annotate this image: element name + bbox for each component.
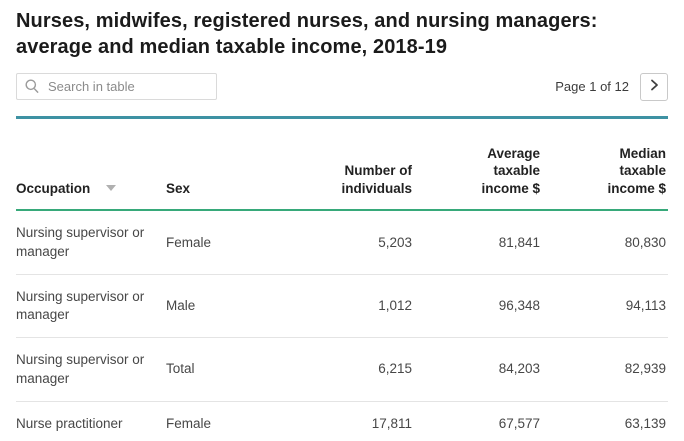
column-header-occupation[interactable]: Occupation (16, 117, 166, 212)
sort-descending-icon (106, 185, 117, 192)
cell-sex: Female (166, 401, 282, 441)
table-row: Nurse practitioner Female 17,811 67,577 … (16, 401, 668, 441)
table-row: Nursing supervisor or manager Total 6,21… (16, 337, 668, 402)
table-body: Nursing supervisor or manager Female 5,2… (16, 210, 668, 441)
cell-median-income: 94,113 (540, 274, 668, 339)
table-header-row: Occupation Sex Number of individuals Ave… (16, 117, 668, 212)
cell-average-income: 84,203 (412, 337, 540, 402)
cell-individuals: 1,012 (282, 274, 412, 339)
cell-sex: Total (166, 337, 282, 402)
column-header-sex-label: Sex (166, 180, 191, 196)
cell-median-income: 82,939 (540, 337, 668, 402)
cell-occupation: Nurse practitioner (16, 401, 166, 441)
table-row: Nursing supervisor or manager Male 1,012… (16, 274, 668, 339)
page-indicator: Page 1 of 12 (555, 79, 629, 95)
table-toolbar: Page 1 of 12 (16, 72, 668, 101)
cell-sex: Male (166, 274, 282, 339)
cell-individuals: 5,203 (282, 210, 412, 275)
column-header-average-income-label: Average taxable income $ (481, 145, 540, 196)
cell-average-income: 81,841 (412, 210, 540, 275)
search-box (16, 73, 217, 101)
cell-average-income: 67,577 (412, 401, 540, 441)
next-page-button[interactable] (640, 72, 668, 101)
chevron-right-icon (648, 79, 660, 94)
table-row: Nursing supervisor or manager Female 5,2… (16, 210, 668, 275)
cell-occupation: Nursing supervisor or manager (16, 274, 166, 339)
table-header: Occupation Sex Number of individuals Ave… (16, 117, 668, 212)
column-header-median-income-label: Median taxable income $ (607, 145, 666, 196)
column-header-sex[interactable]: Sex (166, 117, 282, 212)
cell-median-income: 80,830 (540, 210, 668, 275)
pagination: Page 1 of 12 (555, 72, 668, 101)
column-header-occupation-label: Occupation (16, 180, 91, 196)
report-page: Nurses, midwifes, registered nurses, and… (0, 8, 684, 441)
cell-median-income: 63,139 (540, 401, 668, 441)
cell-occupation: Nursing supervisor or manager (16, 337, 166, 402)
cell-sex: Female (166, 210, 282, 275)
column-header-average-income[interactable]: Average taxable income $ (412, 117, 540, 212)
column-header-median-income[interactable]: Median taxable income $ (540, 117, 668, 212)
cell-individuals: 6,215 (282, 337, 412, 402)
search-icon (24, 78, 40, 94)
cell-average-income: 96,348 (412, 274, 540, 339)
column-header-individuals[interactable]: Number of individuals (282, 117, 412, 212)
column-header-individuals-label: Number of individuals (341, 163, 412, 196)
search-input[interactable] (16, 73, 217, 101)
page-title: Nurses, midwifes, registered nurses, and… (16, 10, 598, 59)
cell-individuals: 17,811 (282, 401, 412, 441)
cell-occupation: Nursing supervisor or manager (16, 210, 166, 275)
income-table: Occupation Sex Number of individuals Ave… (16, 116, 668, 441)
